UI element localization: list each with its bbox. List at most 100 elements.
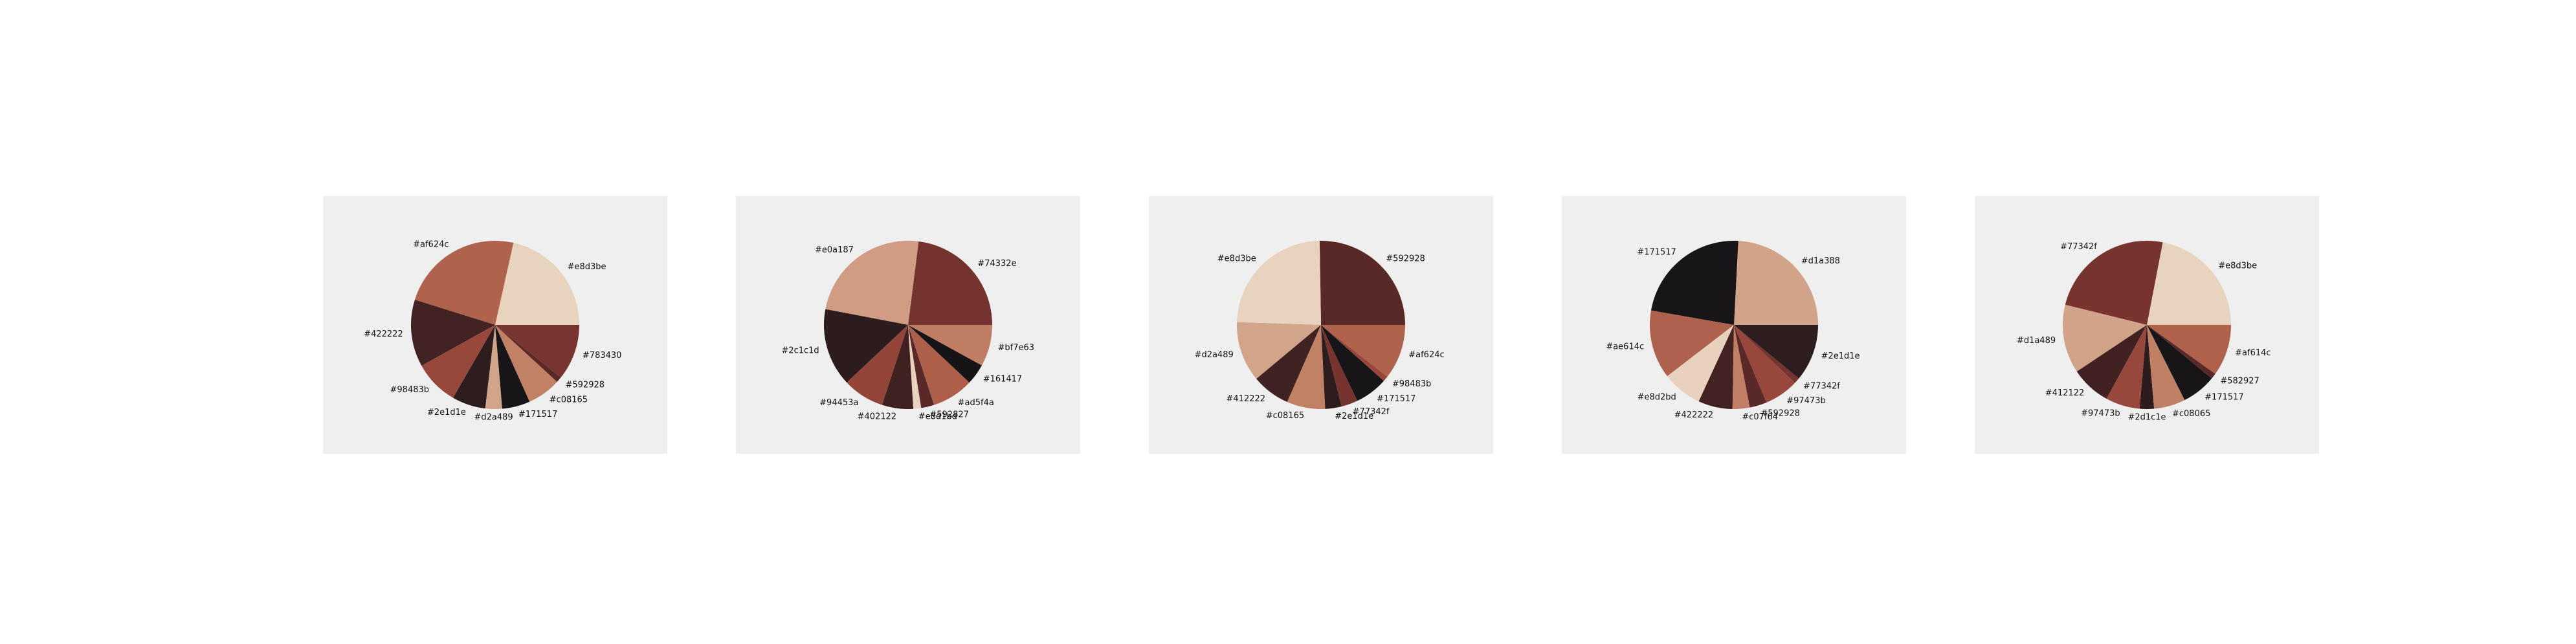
pie-slice [1321,325,1342,409]
slice-label: #97473b [2081,408,2120,418]
pie-slice [908,325,922,409]
pie-panel: #592928 #e8d3be #d2a489 #412222#c08165 #2e1d… [1149,196,1493,454]
slice-label: #422222 [364,329,403,339]
pie-slice [1734,325,1818,379]
pie-slice [2065,241,2163,325]
pie-panel: #74332e #e0a187 #2c1c1d #94453a#402122 #e8d1… [736,196,1080,454]
slice-label: #783430 [583,351,622,361]
pie-slice [1319,241,1405,325]
pie-slice [1287,325,1326,410]
slice-label: #2c1c1d [781,346,819,355]
slice-label: #2d1c1e [2127,413,2166,423]
slice-label: #d2a489 [1195,350,1234,360]
pie-slice [1734,325,1799,383]
pie-slice [823,309,908,383]
pie-slice [1256,325,1321,403]
slice-label: #e8d3be [568,262,606,272]
pie-slice [453,325,495,409]
pie-panel: #d1a388 #171517 #ae614c #e8d2bd #422222 #c07f… [1562,196,1906,454]
pie-slice [2063,304,2147,372]
slice-label: #af624c [413,240,449,250]
slice-label: #2e1d1e [1821,351,1860,361]
pie-slice [495,325,557,402]
slice-label: #98483b [390,385,430,395]
pie-slice [1236,322,1321,379]
pie-slice [495,243,579,325]
pie-slice [1734,325,1795,403]
pie-slice [1321,325,1384,401]
pie-slice [2076,325,2147,399]
slice-label: #77342f [1353,407,1390,417]
slice-label: #e8d1bd [918,412,957,422]
pie-slice [1237,241,1321,325]
slice-label: #402122 [858,412,897,421]
pie-slice [882,325,914,409]
slice-label: #af624c [1408,350,1444,360]
pie-slice [485,325,502,410]
pie-slice [1667,325,1734,402]
pie-slice [495,325,579,378]
pie-slice [421,325,495,398]
slice-label: #74332e [977,259,1016,269]
pie-slice [908,325,992,366]
pie-slice [908,325,970,405]
slice-label: #d2a489 [474,412,513,422]
slice-label: #e8d2bd [1638,392,1676,402]
pie-slice [2147,325,2215,379]
pie-slice [2106,325,2147,409]
pie-panel: #e8d3be #af624c #422222 #98483b #2e1d1e #d2a4… [323,196,667,454]
pie-slice [2147,242,2231,325]
pie-slice [414,240,514,325]
pie-slice [908,325,935,408]
slice-label: #592827 [929,410,969,420]
slice-label: #e0a187 [815,245,854,255]
slice-label: #171517 [1377,394,1416,404]
slice-label: #161417 [983,375,1023,384]
slice-label: #e8d3be [2218,261,2257,271]
slice-label: #bf7e63 [998,343,1035,353]
pie-slice [1321,325,1405,377]
pie-slice [495,325,561,382]
pie-slice [1649,310,1734,377]
slice-label: #412222 [1227,394,1266,404]
slice-label: #e8d3be [1217,254,1256,264]
slice-label: #97473b [1786,396,1826,406]
slice-label: #582927 [2220,377,2260,386]
slice-label: #af614c [2235,348,2271,358]
slice-label: #592928 [566,381,605,390]
slice-label: #d1a388 [1801,256,1840,266]
slice-label: #171517 [518,410,558,419]
slice-label: #c07f64 [1742,412,1778,422]
pie-slice [1734,241,1818,325]
slice-label: #2e1d1e [427,408,466,417]
pie-slice [1650,240,1738,325]
slice-label: #ae614c [1606,342,1644,352]
pie-slice [410,300,495,366]
slice-label: #c08065 [2172,409,2210,419]
pie-slice [1732,325,1750,409]
pie-slice [495,325,530,409]
slice-label: #ad5f4a [958,398,994,408]
pie-slice [908,241,992,325]
pie-slice [847,325,908,405]
pie-slice [1698,325,1734,409]
slice-label: #171517 [2204,392,2244,402]
pie-slice [2147,325,2185,409]
slice-label: #171517 [1637,248,1676,258]
slice-label: #98483b [1392,379,1432,389]
slice-label: #592928 [1386,254,1425,264]
slice-label: #77342f [2060,242,2097,252]
pie-slice [1734,325,1767,408]
pie-slice [1321,325,1358,407]
pie-panel: #e8d3be #77342f #d1a489 #412122 #97473b #2d1c… [1975,196,2319,454]
slice-label: #c08165 [1266,411,1304,421]
slice-label: #77342f [1803,381,1840,391]
slice-label: #412122 [2045,388,2085,398]
pie-slice [2147,325,2212,401]
pie-slice [2139,325,2155,410]
pie-slice [825,241,919,325]
pie-slice [1321,325,1388,381]
slice-label: #94453a [819,398,858,408]
slice-label: #2e1d1e [1335,412,1373,421]
